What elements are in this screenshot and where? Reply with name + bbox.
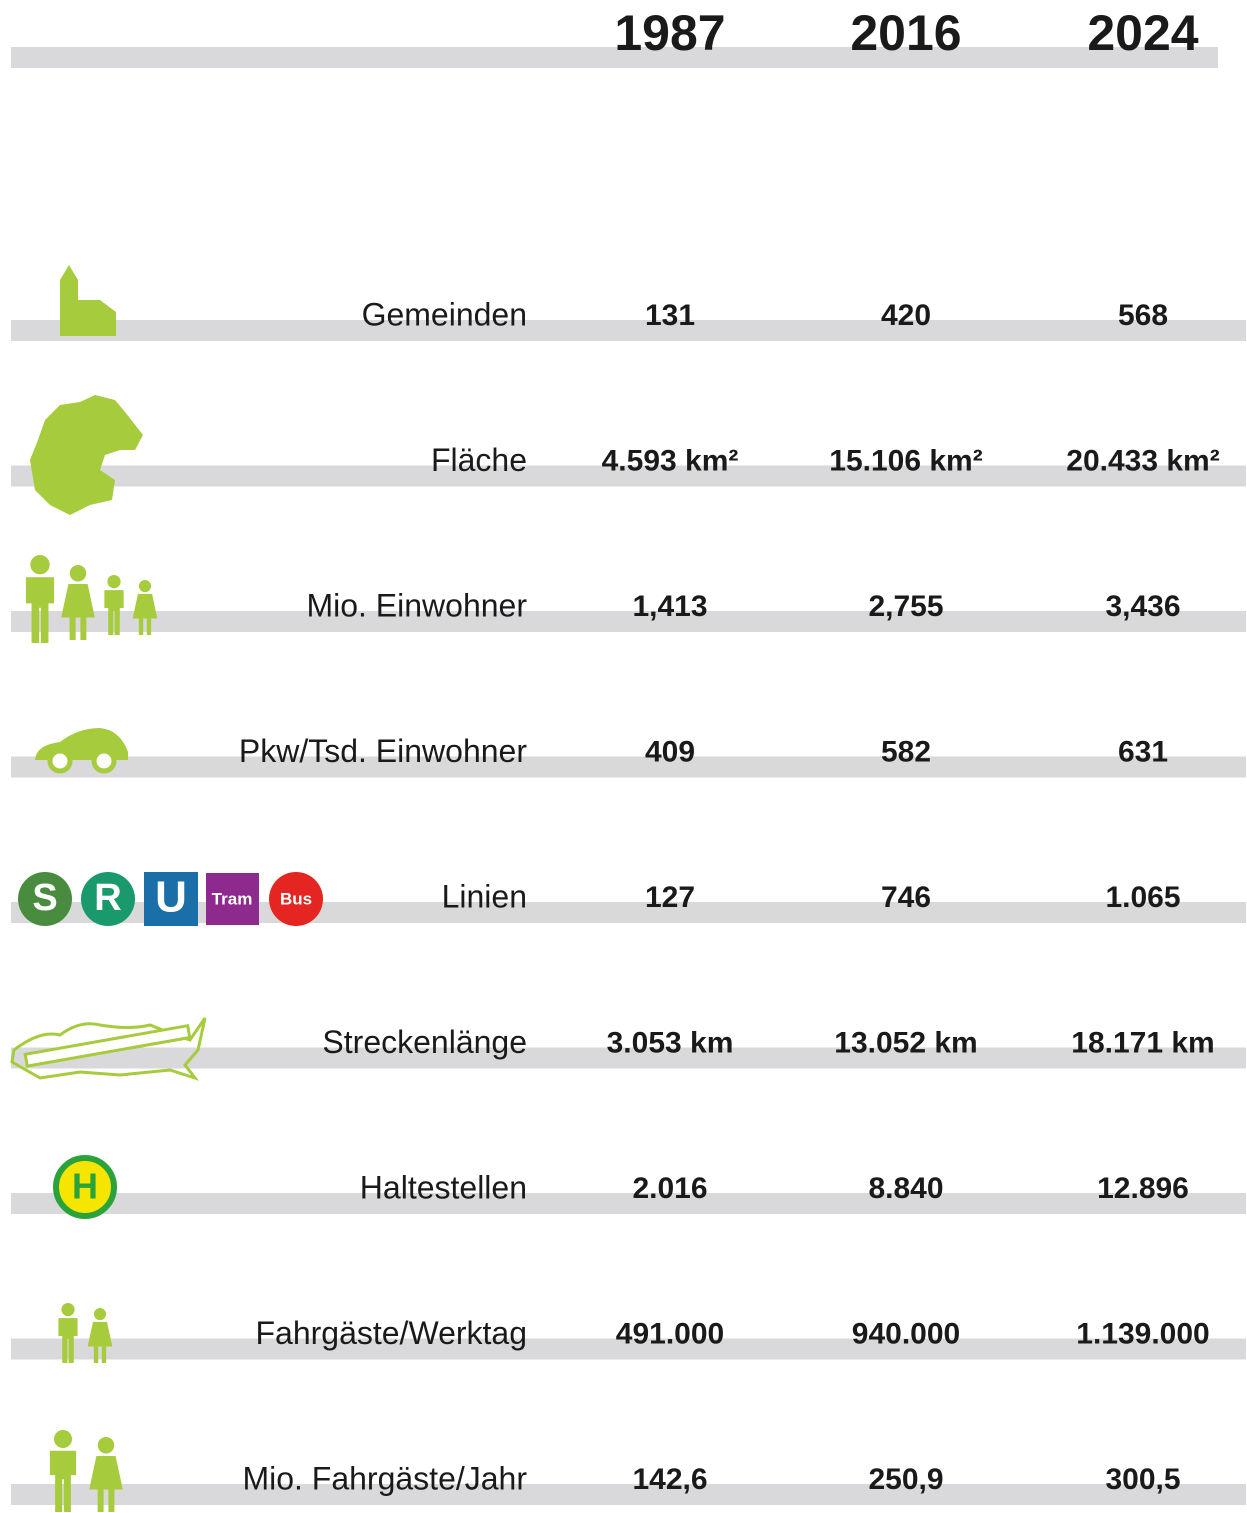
cell-value: 568 bbox=[1118, 299, 1168, 332]
cell-value: 15.106 km² bbox=[829, 444, 982, 477]
year-header: 1987 bbox=[614, 5, 725, 61]
row-bar bbox=[11, 320, 1246, 341]
cell-value: 18.171 km bbox=[1071, 1026, 1214, 1059]
cell-value: 13.052 km bbox=[834, 1026, 977, 1059]
bus-icon bbox=[269, 872, 323, 926]
tram-icon bbox=[206, 873, 259, 925]
cell-value: 2.016 bbox=[632, 1172, 707, 1205]
row-label: Fläche bbox=[431, 442, 527, 478]
church-icon bbox=[60, 265, 116, 336]
year-header: 2016 bbox=[850, 5, 961, 61]
row-label: Pkw/Tsd. Einwohner bbox=[239, 733, 527, 769]
row-label: Streckenlänge bbox=[322, 1024, 527, 1060]
cell-value: 1.065 bbox=[1105, 881, 1180, 914]
cell-value: 4.593 km² bbox=[602, 444, 739, 477]
car-wheel bbox=[91, 748, 117, 774]
table: 1987 2016 2024 Gemeinden 131 420 568 Fläche 4.59… bbox=[239, 5, 1220, 1496]
cell-value: 20.433 km² bbox=[1066, 444, 1219, 477]
regional-icon bbox=[81, 872, 135, 926]
cell-value: 250,9 bbox=[868, 1463, 943, 1496]
row-bar bbox=[11, 756, 1246, 778]
row-label: Gemeinden bbox=[362, 296, 527, 332]
person-body bbox=[104, 590, 124, 635]
row-label: Linien bbox=[442, 878, 527, 914]
cell-value: 12.896 bbox=[1097, 1172, 1189, 1205]
s-bahn-icon bbox=[18, 872, 72, 926]
cell-value: 746 bbox=[881, 881, 931, 914]
u-bahn-label: U bbox=[155, 873, 187, 922]
cell-value: 131 bbox=[645, 299, 695, 332]
cell-value: 3,436 bbox=[1105, 590, 1180, 623]
person-body bbox=[87, 1321, 113, 1363]
people-icons bbox=[25, 555, 158, 1512]
person-head bbox=[30, 555, 50, 575]
row-bar bbox=[11, 1338, 1246, 1360]
cell-value: 8.840 bbox=[868, 1172, 943, 1205]
cell-value: 582 bbox=[881, 735, 931, 768]
row-bars bbox=[11, 320, 1246, 1505]
person-head bbox=[97, 1437, 115, 1454]
stop-label: H bbox=[72, 1166, 98, 1207]
cell-value: 409 bbox=[645, 735, 695, 768]
person-body bbox=[61, 583, 95, 640]
cell-value: 127 bbox=[645, 881, 695, 914]
person-head bbox=[93, 1308, 107, 1321]
row-label: Mio. Fahrgäste/Jahr bbox=[242, 1460, 527, 1496]
row-bar bbox=[11, 465, 1246, 487]
route-length-icon bbox=[10, 1017, 207, 1081]
tram-label: Tram bbox=[212, 889, 253, 908]
cell-value: 142,6 bbox=[632, 1463, 707, 1496]
person-head bbox=[107, 575, 121, 589]
stop-icon bbox=[53, 1155, 117, 1219]
person-body bbox=[58, 1318, 78, 1363]
row-bar bbox=[11, 1047, 1246, 1069]
cell-value: 940.000 bbox=[852, 1317, 960, 1350]
cell-value: 491.000 bbox=[616, 1317, 724, 1350]
row-bar bbox=[11, 611, 1246, 632]
s-bahn-label: S bbox=[32, 877, 57, 919]
person-body bbox=[89, 1455, 123, 1512]
person-head bbox=[138, 580, 152, 593]
person-body bbox=[49, 1450, 77, 1512]
person-body bbox=[25, 577, 55, 643]
person-head bbox=[69, 565, 87, 582]
car-wheel bbox=[47, 748, 73, 774]
icons bbox=[10, 265, 207, 1512]
year-header: 2024 bbox=[1087, 5, 1198, 61]
cell-value: 420 bbox=[881, 299, 931, 332]
row-label: Haltestellen bbox=[360, 1169, 527, 1205]
cell-value: 1,413 bbox=[632, 590, 707, 623]
bus-label: Bus bbox=[280, 889, 312, 908]
cell-value: 631 bbox=[1118, 735, 1168, 768]
ruler bbox=[23, 1023, 192, 1068]
person-head bbox=[53, 1430, 73, 1449]
person-head bbox=[61, 1303, 75, 1317]
person-body bbox=[132, 593, 158, 635]
cell-value: 1.139.000 bbox=[1076, 1317, 1209, 1350]
cell-value: 3.053 km bbox=[607, 1026, 734, 1059]
u-bahn-icon bbox=[144, 872, 198, 926]
cell-value: 2,755 bbox=[868, 590, 943, 623]
row-label: Fahrgäste/Werktag bbox=[255, 1315, 527, 1351]
cell-value: 300,5 bbox=[1105, 1463, 1180, 1496]
regional-label: R bbox=[94, 877, 121, 919]
row-bar bbox=[11, 1193, 1246, 1214]
region-map-icon bbox=[30, 395, 143, 515]
header-bar bbox=[11, 47, 1218, 68]
row-label: Mio. Einwohner bbox=[306, 587, 527, 623]
row-bar bbox=[11, 1484, 1246, 1505]
